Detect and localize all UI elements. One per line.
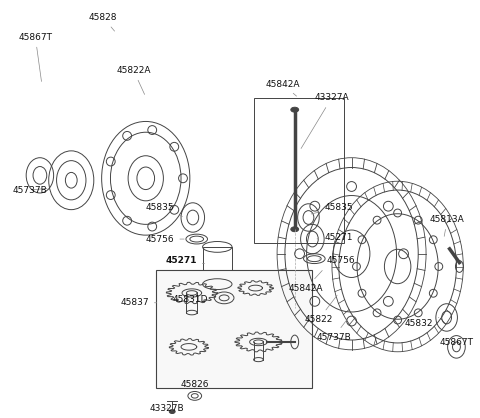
Ellipse shape <box>169 410 175 413</box>
Text: 45842A: 45842A <box>289 270 324 293</box>
Bar <box>203 247 232 284</box>
Text: 45271: 45271 <box>165 256 204 265</box>
Ellipse shape <box>291 227 299 232</box>
Bar <box>253 98 344 243</box>
Text: 45826: 45826 <box>180 380 209 389</box>
Text: 45737B: 45737B <box>12 186 47 194</box>
Text: 45832: 45832 <box>405 317 439 328</box>
Text: 45756: 45756 <box>319 256 355 265</box>
Text: 45828: 45828 <box>89 13 118 31</box>
Text: 45835: 45835 <box>146 203 182 217</box>
Bar <box>156 270 312 388</box>
Text: 45835: 45835 <box>311 203 353 214</box>
Text: 45867T: 45867T <box>18 33 52 82</box>
Text: 45822A: 45822A <box>116 66 151 94</box>
Text: 45756: 45756 <box>146 234 184 244</box>
Text: 45867T: 45867T <box>440 339 474 347</box>
Text: 45842A: 45842A <box>265 80 300 96</box>
Text: 43327B: 43327B <box>150 404 184 413</box>
Text: 45837: 45837 <box>120 298 156 307</box>
Text: 45822: 45822 <box>304 295 337 324</box>
Text: 45813A: 45813A <box>430 215 465 236</box>
Ellipse shape <box>291 107 299 112</box>
Text: 45737B: 45737B <box>316 320 351 342</box>
Text: 43327A: 43327A <box>301 93 349 148</box>
Text: 45831D: 45831D <box>172 296 215 304</box>
Text: 45271: 45271 <box>317 232 353 242</box>
